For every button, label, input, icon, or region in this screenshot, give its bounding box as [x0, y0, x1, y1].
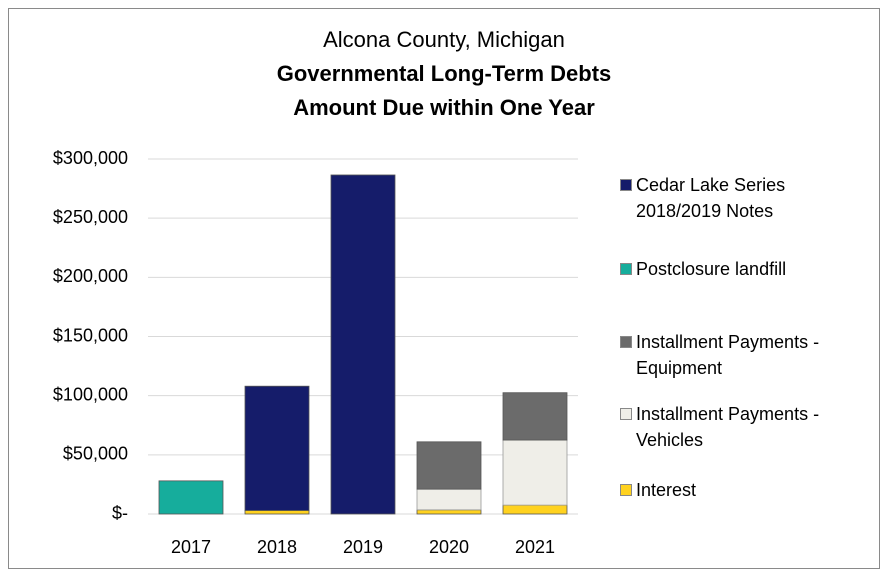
- y-tick-label: $250,000: [53, 207, 128, 227]
- chart-subtitle: Amount Due within One Year: [293, 95, 595, 120]
- x-tick-label: 2020: [429, 537, 469, 557]
- legend-item: Cedar Lake Series 2018/2019 Notes: [620, 172, 870, 224]
- chart-supertitle: Alcona County, Michigan: [323, 27, 565, 52]
- x-tick-label: 2017: [171, 537, 211, 557]
- legend-swatch: [620, 336, 632, 348]
- y-tick-label: $-: [112, 503, 128, 523]
- legend-item: Installment Payments - Vehicles: [620, 401, 870, 453]
- legend-swatch: [620, 263, 632, 275]
- y-tick-label: $200,000: [53, 266, 128, 286]
- legend-label: Cedar Lake Series 2018/2019 Notes: [636, 175, 786, 221]
- legend-swatch: [620, 179, 632, 191]
- y-tick-label: $50,000: [63, 444, 128, 464]
- bar-segment: [158, 480, 224, 515]
- bar-segment: [244, 510, 310, 515]
- x-tick-label: 2019: [343, 537, 383, 557]
- bar-segment: [502, 392, 568, 441]
- legend-label: Interest: [636, 480, 697, 500]
- bar-segment: [502, 504, 568, 515]
- x-tick-label: 2018: [257, 537, 297, 557]
- x-tick-label: 2021: [515, 537, 555, 557]
- y-tick-label: $300,000: [53, 148, 128, 168]
- legend-item: Installment Payments - Equipment: [620, 329, 870, 381]
- bar-segment: [416, 509, 482, 515]
- legend-label: Installment Payments - Equipment: [636, 332, 820, 378]
- legend-swatch: [620, 408, 632, 420]
- chart-title: Governmental Long-Term Debts: [277, 61, 612, 86]
- bar-segment: [330, 174, 396, 515]
- bar-segment: [416, 488, 482, 511]
- legend-item: Postclosure landfill: [620, 256, 870, 282]
- bar-segment: [244, 385, 310, 511]
- legend-label: Postclosure landfill: [636, 259, 787, 279]
- legend-item: Interest: [620, 477, 870, 503]
- bar-segment: [416, 441, 482, 490]
- y-tick-label: $100,000: [53, 384, 128, 404]
- legend-swatch: [620, 484, 632, 496]
- y-tick-label: $150,000: [53, 325, 128, 345]
- bar-segment: [502, 439, 568, 506]
- legend-label: Installment Payments - Vehicles: [636, 404, 820, 450]
